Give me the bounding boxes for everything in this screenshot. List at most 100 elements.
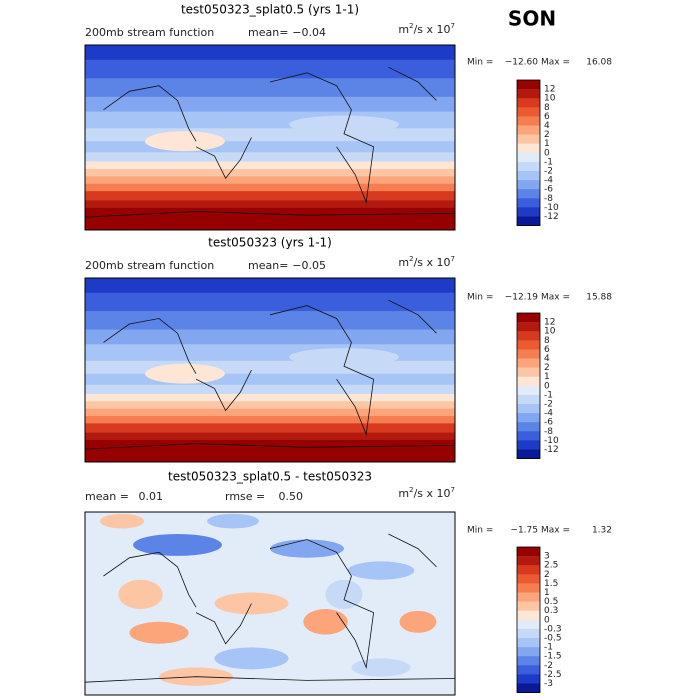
map-feature	[129, 621, 189, 644]
map-band	[85, 111, 455, 129]
map-band	[85, 344, 455, 362]
colorbar-swatch	[517, 80, 540, 90]
map	[85, 512, 455, 695]
colorbar-swatch	[517, 565, 540, 575]
colorbar-label: 2.5	[544, 561, 558, 571]
map-band	[85, 183, 455, 192]
min-value: −12.60	[505, 58, 539, 68]
colorbar-swatch	[517, 574, 540, 584]
colorbar-label: -1	[544, 157, 553, 167]
colorbar-swatch	[517, 683, 540, 693]
colorbar-label: 0	[544, 381, 550, 391]
units-part: 7	[451, 255, 455, 263]
map-band	[85, 416, 455, 424]
map-feature	[399, 610, 437, 633]
map-band	[85, 408, 455, 417]
coastline	[103, 85, 197, 142]
map-band	[85, 329, 455, 345]
coastline	[269, 305, 375, 436]
stat-value: −0.04	[292, 26, 326, 39]
colorbar-swatch	[517, 216, 540, 226]
map-frame	[84, 277, 456, 463]
map-band	[85, 423, 455, 434]
colorbar-label: -1	[544, 643, 553, 653]
units-part: /s x 10	[414, 487, 451, 500]
colorbar-label: 10	[544, 94, 556, 104]
colorbar-label: -10	[544, 436, 559, 446]
units-part: m	[398, 256, 409, 269]
colorbar-label: 0.5	[544, 597, 558, 607]
max-label: Max =	[541, 526, 570, 536]
map-feature	[133, 533, 222, 556]
colorbar-swatch	[517, 189, 540, 199]
colorbar-swatch	[517, 440, 540, 450]
colorbar-label: 1.5	[544, 579, 558, 589]
colorbar-label: 8	[544, 103, 550, 113]
colorbar-label: -2	[544, 400, 553, 410]
colorbar-swatch	[517, 647, 540, 657]
map	[85, 45, 455, 230]
map-band	[85, 200, 455, 209]
stat-value: −0.05	[292, 259, 326, 272]
units-part: 7	[451, 486, 455, 494]
map-feature	[144, 131, 225, 152]
min-label: Min =	[467, 293, 493, 303]
map-band	[85, 168, 455, 177]
coastline	[195, 369, 252, 412]
colorbar-label: 1	[544, 372, 550, 382]
colorbar-label: -2.5	[544, 670, 562, 680]
colorbar-swatch	[517, 610, 540, 621]
min-value: −12.19	[505, 293, 539, 303]
colorbar-swatch	[517, 125, 540, 135]
colorbar-swatch	[517, 116, 540, 126]
colorbar-swatch	[517, 367, 540, 377]
colorbar-label: -4	[544, 409, 553, 419]
colorbar-label: 1	[544, 139, 550, 149]
colorbar-swatch	[517, 322, 540, 332]
map-band	[85, 191, 455, 201]
colorbar-frame	[516, 79, 541, 227]
colorbar-swatch	[517, 134, 540, 144]
colorbar-label: -10	[544, 203, 559, 213]
colorbar-swatch	[517, 180, 540, 190]
colorbar-label: -2	[544, 661, 553, 671]
colorbar-label: -3	[544, 679, 553, 689]
max-value: 15.88	[586, 293, 612, 303]
colorbar-swatch	[517, 656, 540, 666]
colorbar-label: 6	[544, 345, 550, 355]
map-feature	[351, 658, 411, 677]
map-band	[85, 176, 455, 185]
colorbar-swatch	[517, 349, 540, 359]
colorbar-swatch	[517, 413, 540, 423]
colorbar-label: 12	[544, 85, 555, 95]
units: m2/s x 107	[398, 22, 455, 36]
colorbar-label: 3	[544, 552, 550, 562]
colorbar-swatch	[517, 638, 540, 648]
colorbar-label: -8	[544, 427, 553, 437]
colorbar-label: -6	[544, 418, 553, 428]
colorbar-swatch	[517, 431, 540, 441]
variable-label: 200mb stream function	[85, 259, 214, 272]
colorbar-swatch	[517, 556, 540, 566]
map-band	[85, 439, 455, 462]
colorbar-label: -0.5	[544, 634, 562, 644]
colorbar-swatch	[517, 98, 540, 108]
map-band	[85, 128, 455, 142]
units-part: m	[398, 23, 409, 36]
colorbar-label: 4	[544, 354, 550, 364]
stat-value: 0.01	[139, 490, 164, 503]
panel-title: test050323 (yrs 1-1)	[208, 236, 332, 250]
map-frame	[84, 511, 456, 696]
season-label: SON	[508, 7, 556, 31]
colorbar-label: 2	[544, 130, 550, 140]
stat-label: mean=	[248, 26, 288, 39]
colorbar-swatch	[517, 152, 540, 163]
colorbar-swatch	[517, 665, 540, 675]
colorbar-swatch	[517, 385, 540, 396]
units: m2/s x 107	[398, 255, 455, 269]
units: m2/s x 107	[398, 486, 455, 500]
coastline	[388, 299, 437, 334]
colorbar-label: -1.5	[544, 652, 562, 662]
units-part: 2	[409, 22, 413, 30]
panel: test050323 (yrs 1-1) 200mb stream functio…	[84, 236, 612, 463]
